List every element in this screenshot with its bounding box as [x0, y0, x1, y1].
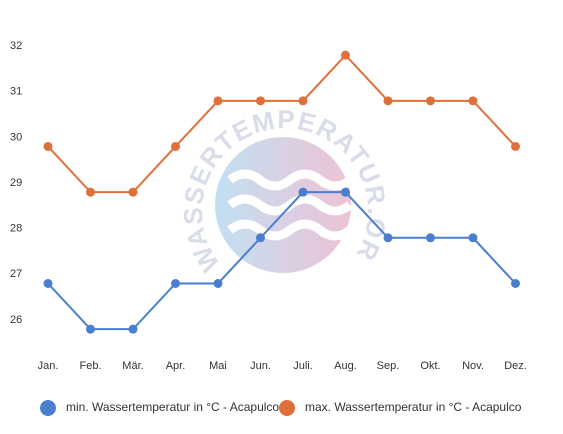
x-tick-label: Aug.: [334, 360, 357, 372]
x-tick-label: Jun.: [250, 360, 271, 372]
point: [86, 324, 95, 334]
point: [86, 187, 95, 197]
watermark: WASSERTEMPERATUR.ORG: [0, 0, 389, 277]
point: [511, 141, 520, 151]
point: [128, 187, 138, 197]
x-tick-label: Apr.: [166, 360, 186, 372]
point: [341, 50, 350, 60]
y-tick-label: 26: [10, 314, 22, 326]
x-tick-label: Nov.: [462, 360, 484, 372]
y-tick-label: 28: [10, 223, 22, 235]
line: [47, 53, 517, 194]
point: [256, 233, 265, 243]
point: [43, 141, 53, 151]
x-tick-label: Juli.: [293, 360, 313, 372]
point: [298, 187, 308, 197]
point: [426, 96, 435, 106]
legend-marker: [40, 400, 56, 416]
x-tick-label: Sep.: [377, 360, 400, 372]
legend-label: max. Wassertemperatur in °C - Acapulco: [305, 400, 522, 414]
point: [213, 278, 223, 288]
point: [128, 324, 138, 334]
x-tick-label: Mai: [209, 360, 227, 372]
point: [256, 96, 265, 106]
line: [47, 191, 517, 331]
x-tick-label: Jan.: [38, 360, 59, 372]
y-tick-label: 30: [10, 131, 22, 143]
point: [383, 96, 393, 106]
y-tick-label: 32: [10, 40, 22, 52]
point: [468, 96, 478, 106]
x-tick-label: Okt.: [420, 360, 440, 372]
point: [426, 233, 435, 243]
point: [511, 278, 520, 288]
point: [43, 278, 53, 288]
legend-label: min. Wassertemperatur in °C - Acapulco: [66, 400, 279, 414]
legend-marker: [279, 400, 295, 416]
y-tick-label: 27: [10, 268, 22, 280]
point: [383, 233, 393, 243]
point: [213, 96, 223, 106]
point: [341, 187, 350, 197]
y-tick-label: 29: [10, 177, 22, 189]
x-tick-label: Dez.: [504, 360, 527, 372]
point: [468, 233, 478, 243]
point: [171, 278, 180, 288]
point: [171, 141, 180, 151]
x-tick-label: Mär.: [122, 360, 143, 372]
y-tick-label: 31: [10, 86, 22, 98]
x-tick-label: Feb.: [79, 360, 101, 372]
point: [298, 96, 308, 106]
